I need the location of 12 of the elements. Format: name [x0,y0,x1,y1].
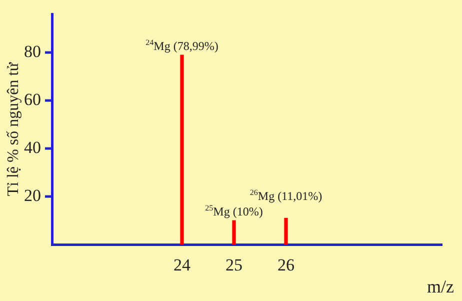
y-tick-label: 20 [24,186,41,206]
x-tick-label: 26 [278,255,294,274]
x-tick-label: 25 [226,255,242,274]
bar [232,220,236,245]
bar [284,218,288,245]
x-tick-label: 24 [174,255,191,274]
y-tick-label: 60 [24,90,41,110]
y-tick-label: 80 [24,42,41,62]
y-tick-label: 40 [24,138,41,158]
y-axis-title: Tỉ lệ % số nguyên tử [5,61,22,196]
x-axis-title: m/z [427,276,454,297]
bar [180,54,184,245]
